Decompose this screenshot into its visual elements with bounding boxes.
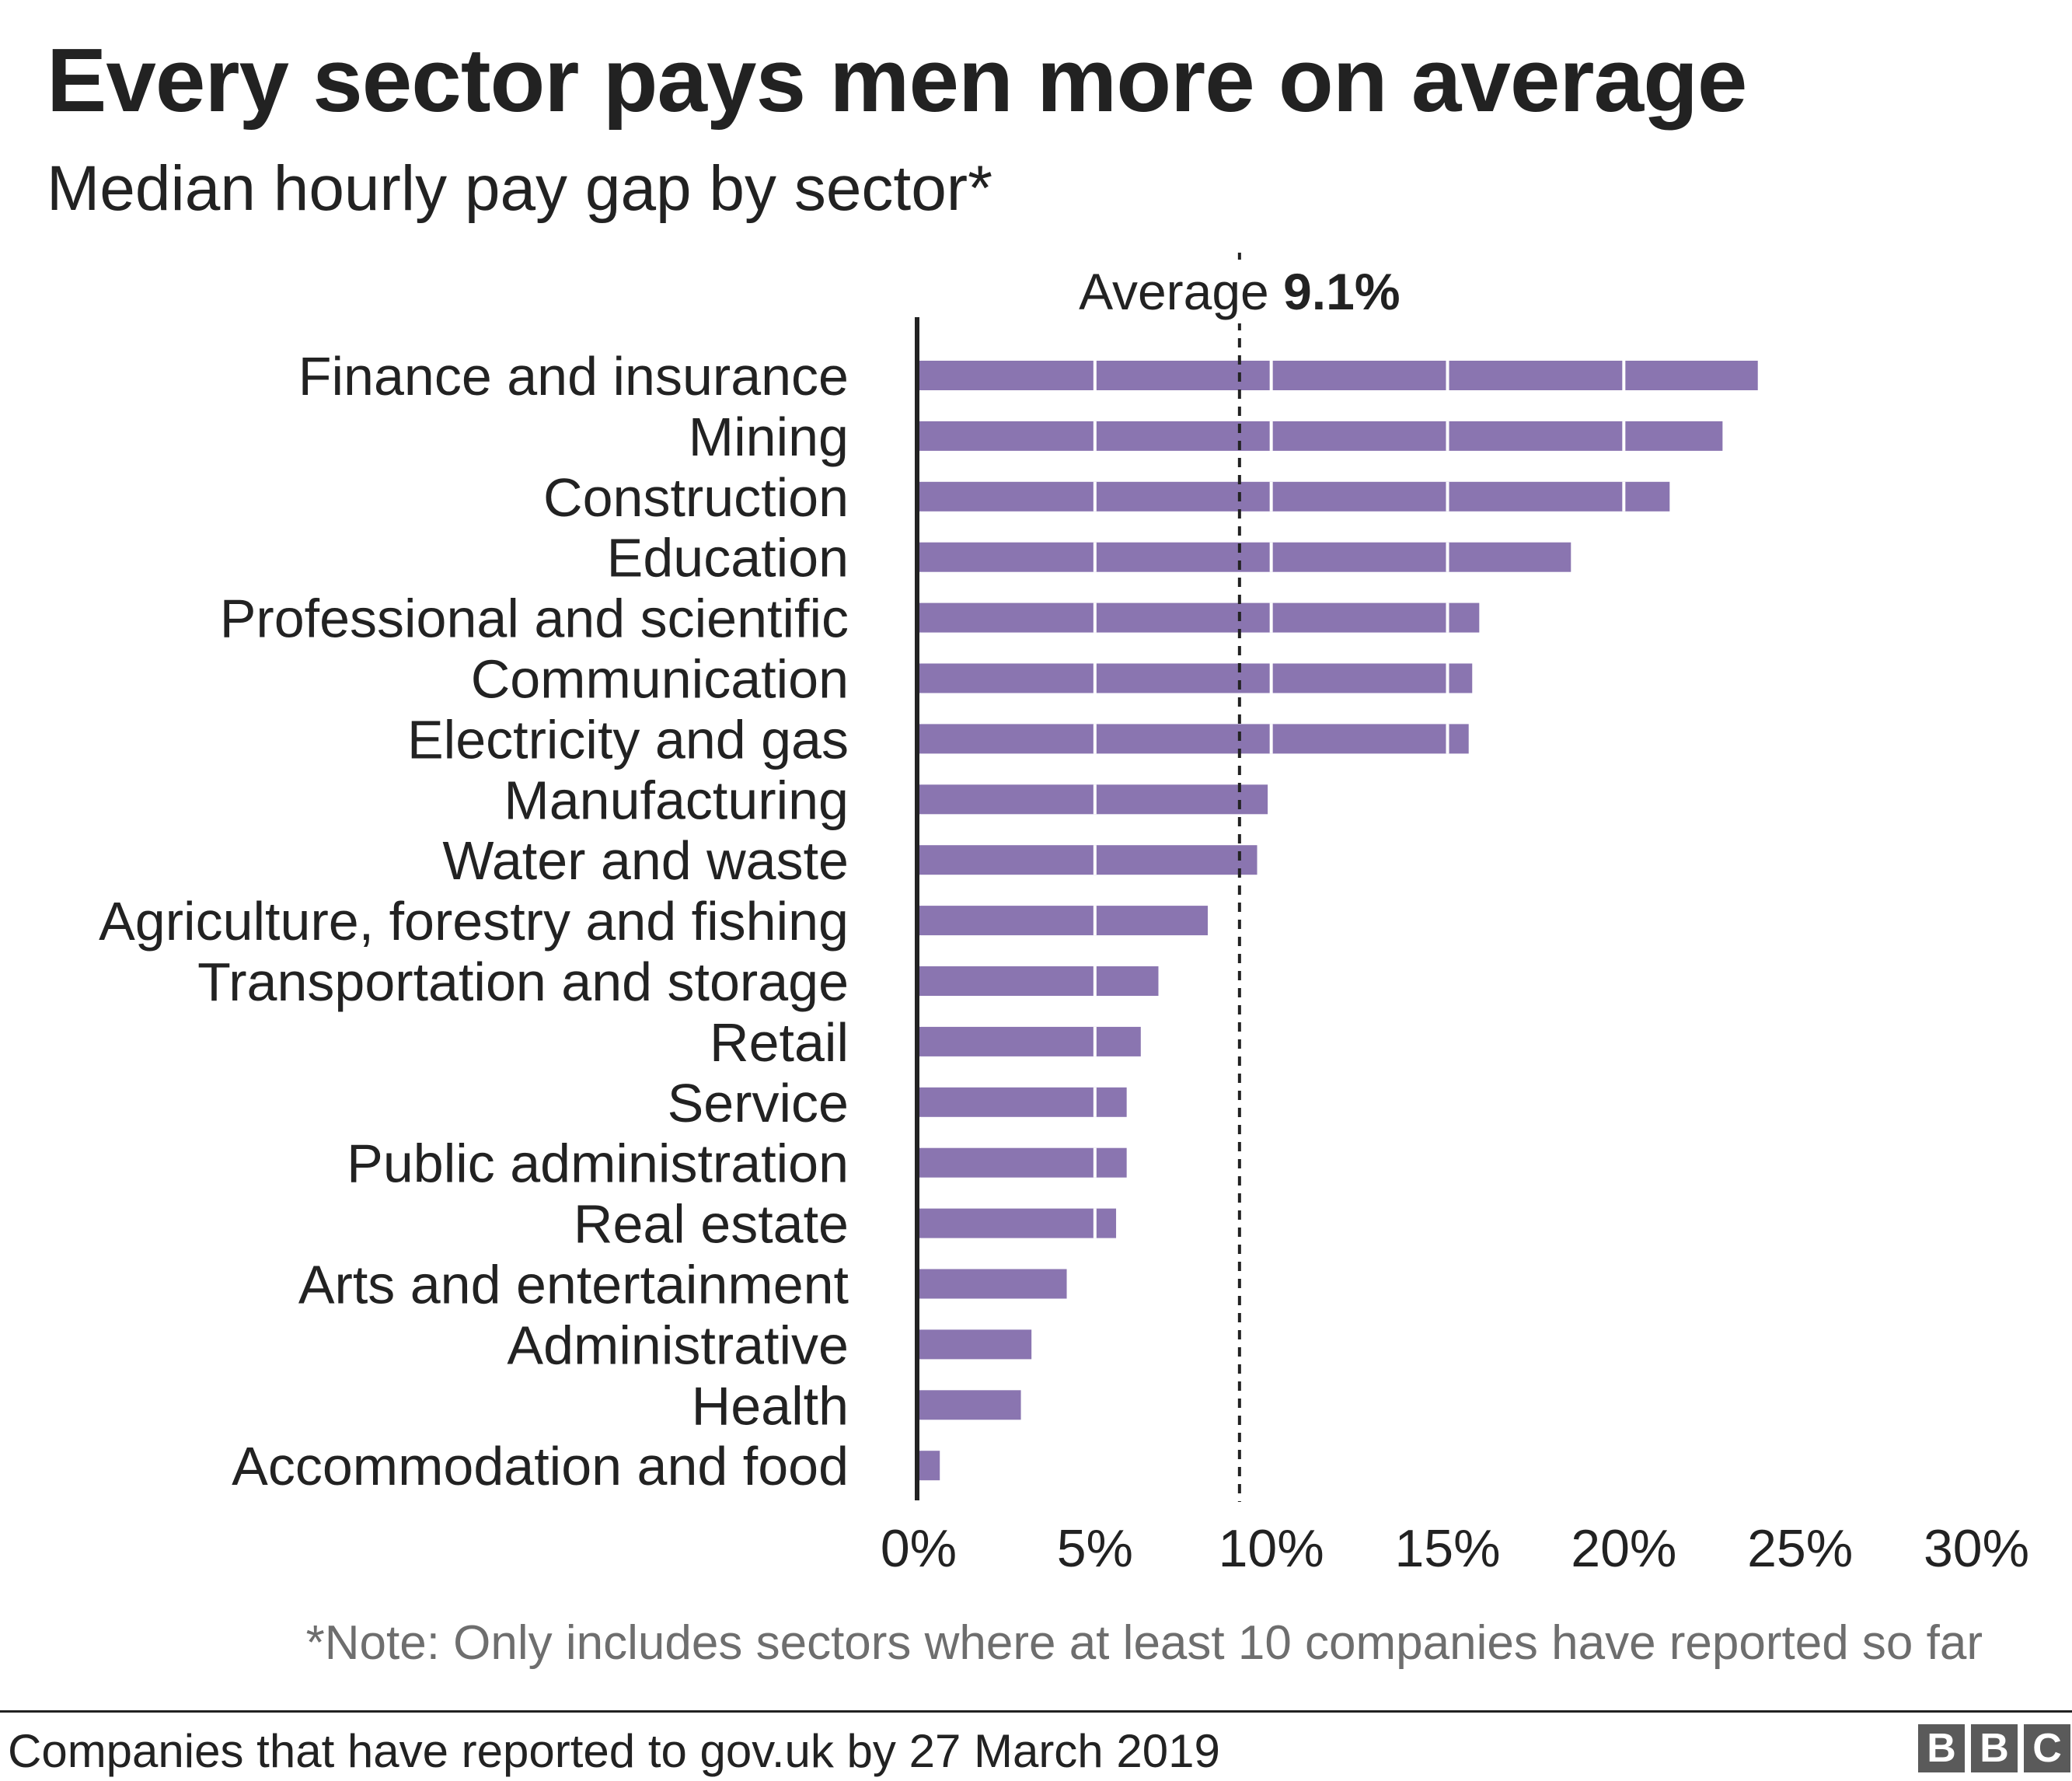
bar — [919, 1451, 940, 1481]
average-reference: Average 9.1% — [1071, 253, 1408, 1502]
category-label: Manufacturing — [504, 770, 849, 830]
category-label: Health — [692, 1375, 849, 1436]
category-label: Water and waste — [442, 830, 849, 891]
bar — [919, 602, 1480, 633]
bar — [919, 542, 1571, 572]
bar — [919, 845, 1258, 875]
x-tick-label: 5% — [1057, 1519, 1133, 1578]
category-label: Arts and entertainment — [298, 1255, 849, 1315]
category-labels: Finance and insuranceMiningConstructionE… — [99, 346, 849, 1496]
x-tick-label: 30% — [1924, 1519, 2029, 1578]
chart-title: Every sector pays men more on average — [47, 30, 1747, 131]
average-label: Average 9.1% — [1079, 263, 1400, 320]
bar — [919, 724, 1469, 754]
bar — [919, 361, 1758, 390]
bar — [919, 966, 1159, 996]
bar — [919, 663, 1473, 693]
category-label: Electricity and gas — [407, 709, 849, 770]
bar — [919, 1208, 1117, 1238]
category-label: Real estate — [574, 1194, 849, 1255]
x-tick-label: 20% — [1571, 1519, 1676, 1578]
category-label: Accommodation and food — [232, 1436, 849, 1496]
x-axis-ticks: 0% 5% 10% 15% 20% 25% 30% — [881, 1519, 2029, 1578]
category-label: Agriculture, forestry and fishing — [99, 891, 849, 952]
source-text: Companies that have reported to gov.uk b… — [8, 1725, 1220, 1777]
bar — [919, 1390, 1021, 1420]
bar — [919, 481, 1670, 512]
average-label-background — [1071, 260, 1408, 323]
bbc-logo-b2: B — [1971, 1724, 2018, 1772]
average-label-prefix: Average — [1079, 263, 1283, 320]
category-label: Public administration — [347, 1133, 849, 1194]
bars-layer — [919, 361, 1758, 1481]
footer-divider — [0, 1710, 2072, 1713]
x-tick-label: 25% — [1747, 1519, 1853, 1578]
category-label: Education — [607, 528, 849, 588]
bbc-logo-b1: B — [1918, 1724, 1965, 1772]
bar — [919, 1026, 1141, 1056]
bar — [919, 1147, 1127, 1178]
category-label: Professional and scientific — [220, 588, 849, 649]
bar — [919, 421, 1723, 451]
bar — [919, 1087, 1127, 1117]
bar — [919, 1269, 1067, 1299]
chart-subtitle: Median hourly pay gap by sector* — [47, 153, 993, 224]
category-label: Construction — [543, 467, 849, 528]
category-label: Transportation and storage — [197, 952, 849, 1012]
bbc-logo-c: C — [2024, 1724, 2070, 1772]
category-label: Service — [668, 1073, 849, 1133]
x-tick-label: 10% — [1219, 1519, 1324, 1578]
category-label: Finance and insurance — [298, 346, 849, 407]
average-label-value: 9.1% — [1283, 263, 1400, 320]
category-label: Communication — [471, 649, 849, 710]
footnote: *Note: Only includes sectors where at le… — [305, 1616, 1983, 1670]
bar-chart: Finance and insuranceMiningConstructionE… — [99, 253, 2029, 1578]
category-label: Retail — [710, 1012, 849, 1073]
bar — [919, 1329, 1032, 1360]
category-label: Administrative — [507, 1315, 849, 1375]
bar — [919, 784, 1268, 815]
category-label: Mining — [689, 407, 849, 467]
bar — [919, 906, 1209, 936]
x-tick-label: 0% — [881, 1519, 957, 1578]
bbc-logo: B B C — [1918, 1724, 2070, 1772]
x-tick-label: 15% — [1394, 1519, 1500, 1578]
